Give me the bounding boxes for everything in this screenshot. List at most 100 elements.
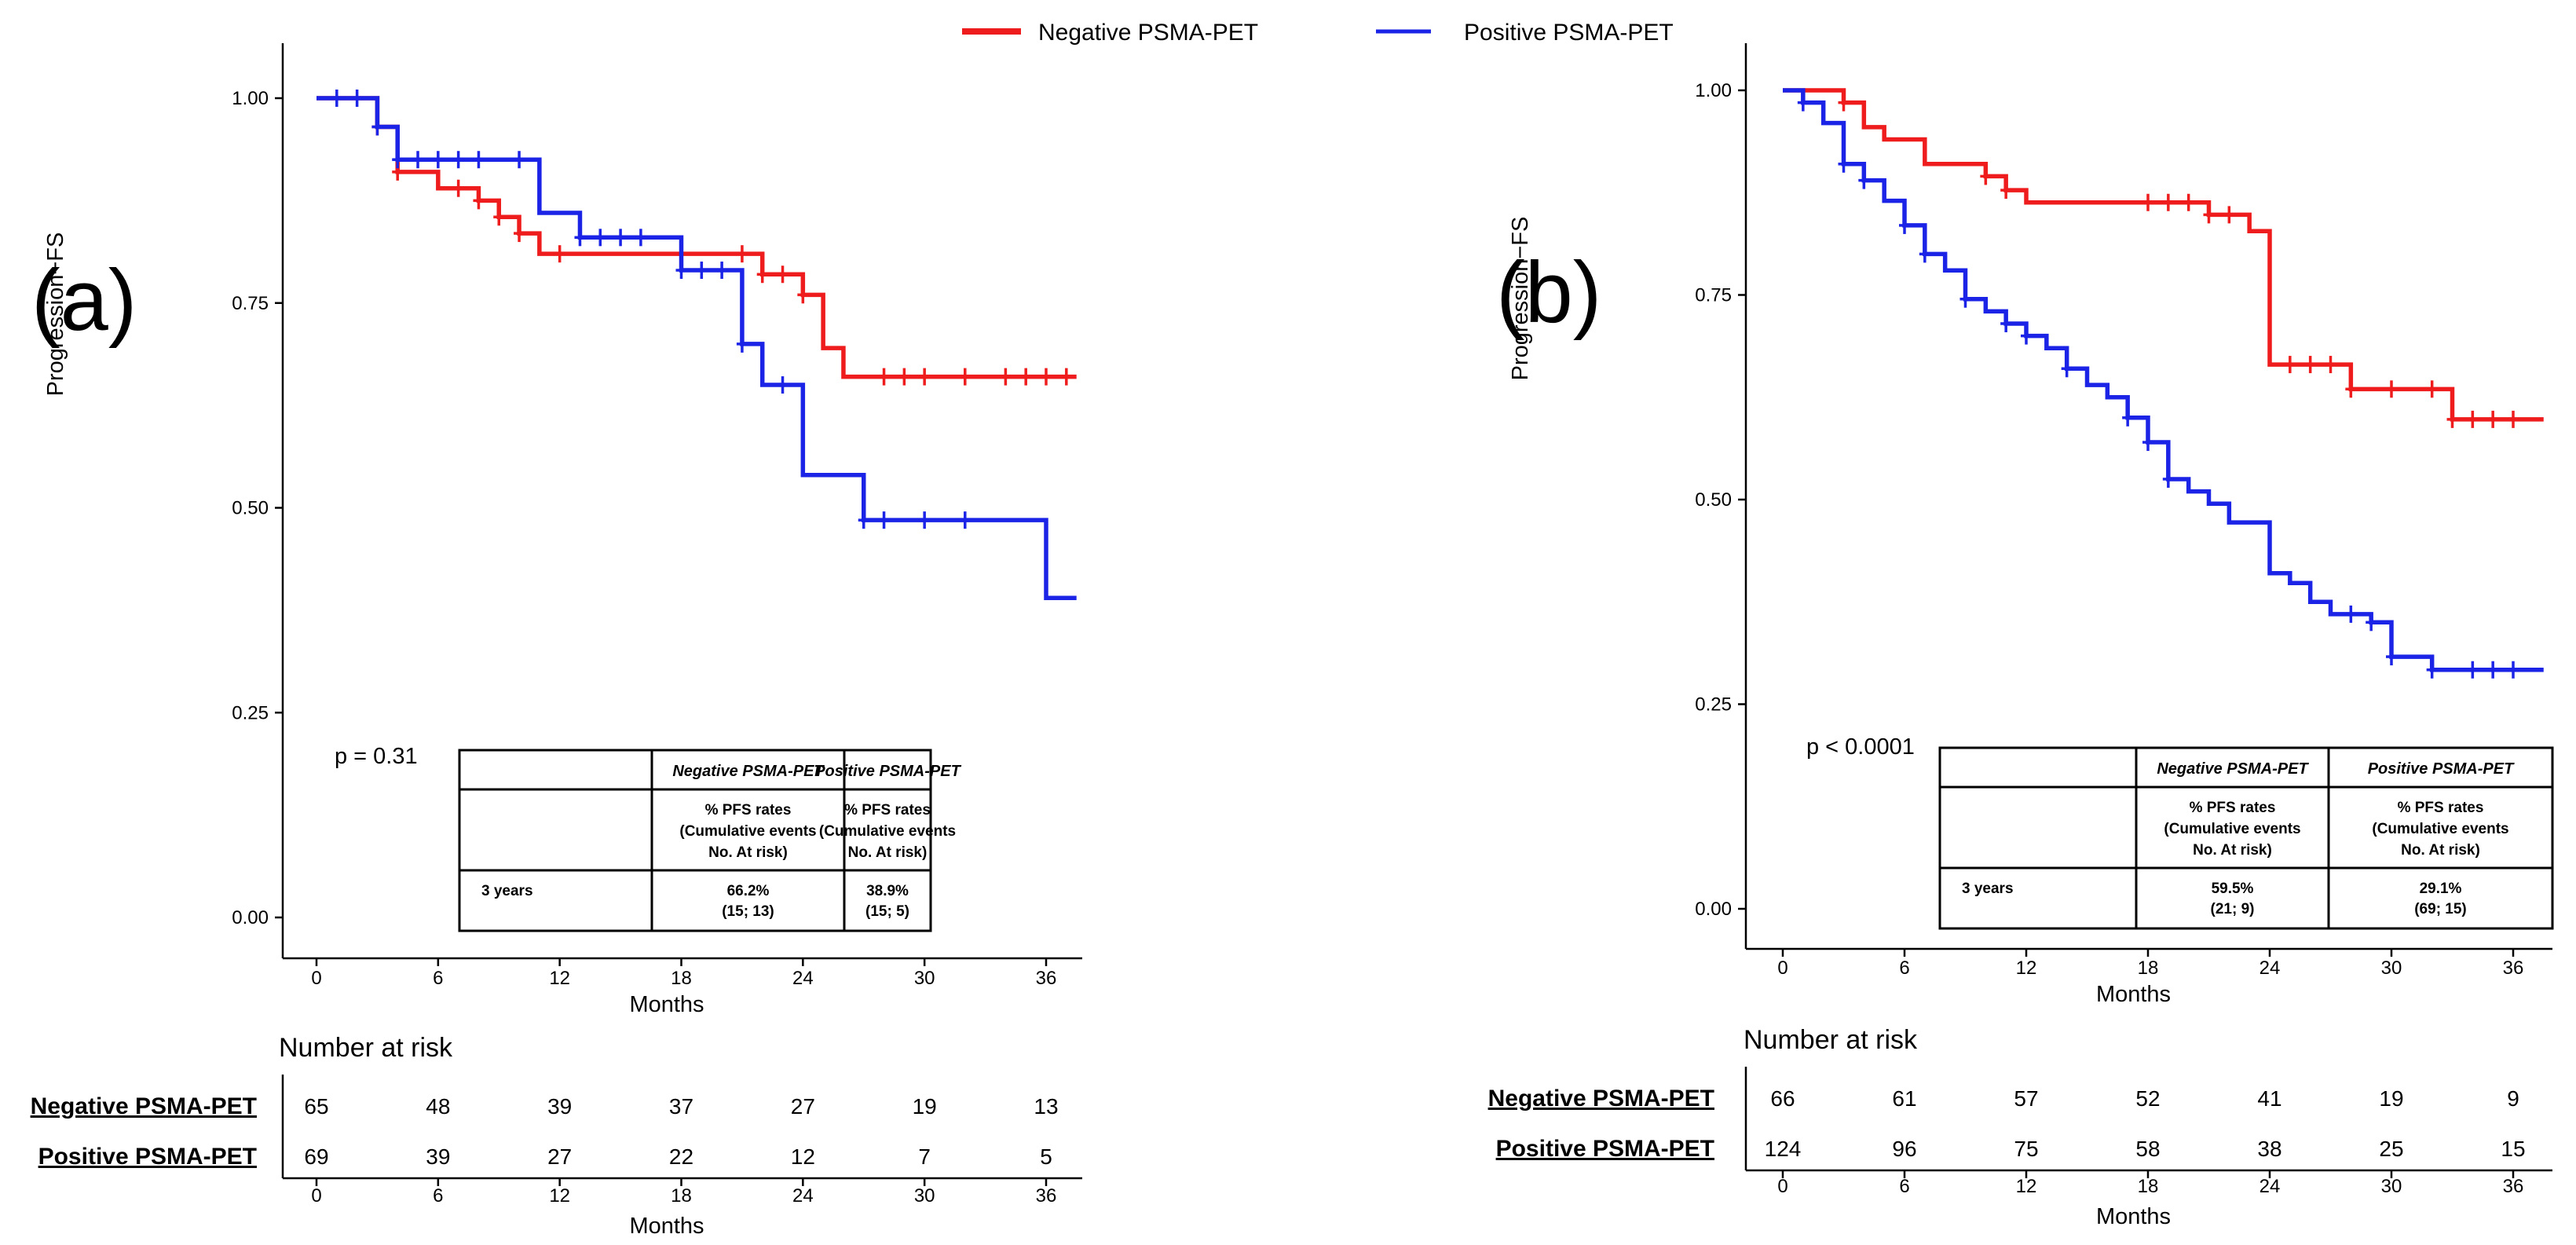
risk-count: 19 <box>913 1094 937 1119</box>
risk-count: 9 <box>2507 1086 2519 1111</box>
risk-count: 39 <box>547 1094 572 1119</box>
pfs-rate-negative: 59.5% <box>2212 881 2254 897</box>
x-tick-label: 24 <box>2259 958 2281 979</box>
risk-x-tick-label: 18 <box>671 1185 692 1207</box>
risk-count: 22 <box>669 1144 693 1169</box>
legend: Negative PSMA-PET Positive PSMA-PET <box>962 20 1674 46</box>
x-tick-label: 18 <box>671 968 692 989</box>
pfs-table-row-label: 3 years <box>1962 881 2014 897</box>
risk-group-negative: Negative PSMA-PET <box>31 1093 257 1119</box>
x-tick-label: 12 <box>549 968 570 989</box>
x-tick-label: 30 <box>914 968 935 989</box>
risk-count: 5 <box>1040 1144 1052 1169</box>
x-tick-label: 30 <box>2381 958 2402 979</box>
x-tick-label: 18 <box>2138 958 2159 979</box>
risk-count: 52 <box>2135 1086 2160 1111</box>
risk-x-tick-label: 0 <box>311 1185 321 1207</box>
risk-group-positive: Positive PSMA-PET <box>38 1144 257 1170</box>
curve-negative <box>317 96 1077 379</box>
y-tick-label: 1.00 <box>1695 80 1732 101</box>
risk-count: 41 <box>2257 1086 2281 1111</box>
risk-x-tick-label: 12 <box>549 1185 570 1207</box>
p-value: p = 0.31 <box>335 744 418 769</box>
y-tick-label: 0.75 <box>1695 285 1732 306</box>
x-tick-label: 36 <box>2503 958 2524 979</box>
risk-count: 65 <box>304 1094 328 1119</box>
pfs-table-header-positive: Positive PSMA-PET <box>814 763 961 780</box>
risk-x-tick-label: 0 <box>1777 1176 1787 1197</box>
x-tick-label: 36 <box>1036 968 1057 989</box>
risk-count: 66 <box>1770 1086 1795 1111</box>
pfs-subheader-negative: (Cumulative events <box>2164 821 2300 837</box>
y-tick-label: 0.75 <box>232 293 269 314</box>
risk-count: 48 <box>426 1094 450 1119</box>
x-tick-label: 6 <box>433 968 443 989</box>
pfs-subheader-negative: No. At risk) <box>708 844 788 861</box>
risk-count: 58 <box>2135 1137 2160 1161</box>
risk-count: 15 <box>2501 1137 2525 1161</box>
pfs-table-header-negative: Negative PSMA-PET <box>672 763 825 780</box>
risk-count: 19 <box>2379 1086 2403 1111</box>
x-tick-label: 12 <box>2016 958 2037 979</box>
pfs-detail-negative: (15; 13) <box>722 903 774 920</box>
pfs-subheader-positive: No. At risk) <box>848 844 928 861</box>
risk-x-tick-label: 6 <box>1899 1176 1909 1197</box>
x-axis-label: Months <box>629 992 704 1017</box>
y-tick-label: 0.25 <box>232 702 269 723</box>
risk-x-tick-label: 36 <box>2503 1176 2524 1197</box>
risk-x-tick-label: 6 <box>433 1185 443 1207</box>
pfs-detail-negative: (21; 9) <box>2211 901 2255 917</box>
y-tick-label: 0.50 <box>1695 489 1732 511</box>
legend-label-positive: Positive PSMA-PET <box>1464 20 1674 46</box>
risk-x-axis-label: Months <box>629 1214 704 1239</box>
risk-count: 61 <box>1892 1086 1916 1111</box>
risk-count: 75 <box>2014 1137 2038 1161</box>
pfs-detail-positive: (15; 5) <box>865 903 909 920</box>
risk-count: 69 <box>304 1144 328 1169</box>
y-tick-label: 1.00 <box>232 88 269 109</box>
risk-table-title: Number at risk <box>279 1033 453 1063</box>
y-axis-label: Progression−FS <box>43 233 68 397</box>
curve-positive <box>317 96 1077 600</box>
panel-b: (b)Progression−FS0.000.250.500.751.000 6 1… <box>1488 43 2554 1229</box>
risk-x-tick-label: 36 <box>1036 1185 1057 1207</box>
p-value: p < 0.0001 <box>1806 734 1915 760</box>
pfs-subheader-positive: % PFS rates <box>2398 800 2484 816</box>
legend-label-negative: Negative PSMA-PET <box>1038 20 1258 46</box>
pfs-subheader-positive: % PFS rates <box>844 802 931 818</box>
risk-x-tick-label: 12 <box>2016 1176 2037 1197</box>
pfs-detail-positive: (69; 15) <box>2414 901 2467 917</box>
risk-count: 7 <box>918 1144 931 1169</box>
pfs-table-border <box>458 749 932 932</box>
risk-count: 13 <box>1034 1094 1058 1119</box>
pfs-subheader-negative: % PFS rates <box>705 802 792 818</box>
risk-x-tick-label: 18 <box>2138 1176 2159 1197</box>
risk-count: 27 <box>547 1144 572 1169</box>
curve-negative <box>1783 88 2544 422</box>
x-tick-label: 0 <box>1777 958 1787 979</box>
x-tick-label: 24 <box>792 968 814 989</box>
risk-count: 38 <box>2257 1137 2281 1161</box>
y-tick-label: 0.25 <box>1695 694 1732 716</box>
risk-x-tick-label: 30 <box>914 1185 935 1207</box>
x-tick-label: 6 <box>1899 958 1909 979</box>
pfs-table-header-positive: Positive PSMA-PET <box>2368 760 2515 778</box>
risk-table-title: Number at risk <box>1744 1025 1918 1055</box>
pfs-subheader-negative: No. At risk) <box>2193 842 2272 859</box>
risk-group-negative: Negative PSMA-PET <box>1488 1086 1714 1111</box>
pfs-subheader-negative: % PFS rates <box>2190 800 2276 816</box>
pfs-table-row-label: 3 years <box>481 883 533 899</box>
panel-label: (b) <box>1496 244 1601 341</box>
x-tick-label: 0 <box>311 968 321 989</box>
risk-count: 37 <box>669 1094 693 1119</box>
panel-a: (a)Progression−FS 0.00 0.25 0.50 0.75 1.00 0 6 1… <box>31 43 1082 1239</box>
risk-x-tick-label: 30 <box>2381 1176 2402 1197</box>
curve-positive <box>1783 88 2544 672</box>
risk-x-tick-label: 24 <box>792 1185 814 1207</box>
pfs-subheader-positive: (Cumulative events <box>819 823 956 840</box>
risk-count: 25 <box>2379 1137 2403 1161</box>
y-tick-label: 0.00 <box>232 907 269 928</box>
panel-label: (a) <box>31 252 137 349</box>
risk-group-positive: Positive PSMA-PET <box>1496 1136 1714 1162</box>
pfs-rate-negative: 66.2% <box>727 883 770 899</box>
